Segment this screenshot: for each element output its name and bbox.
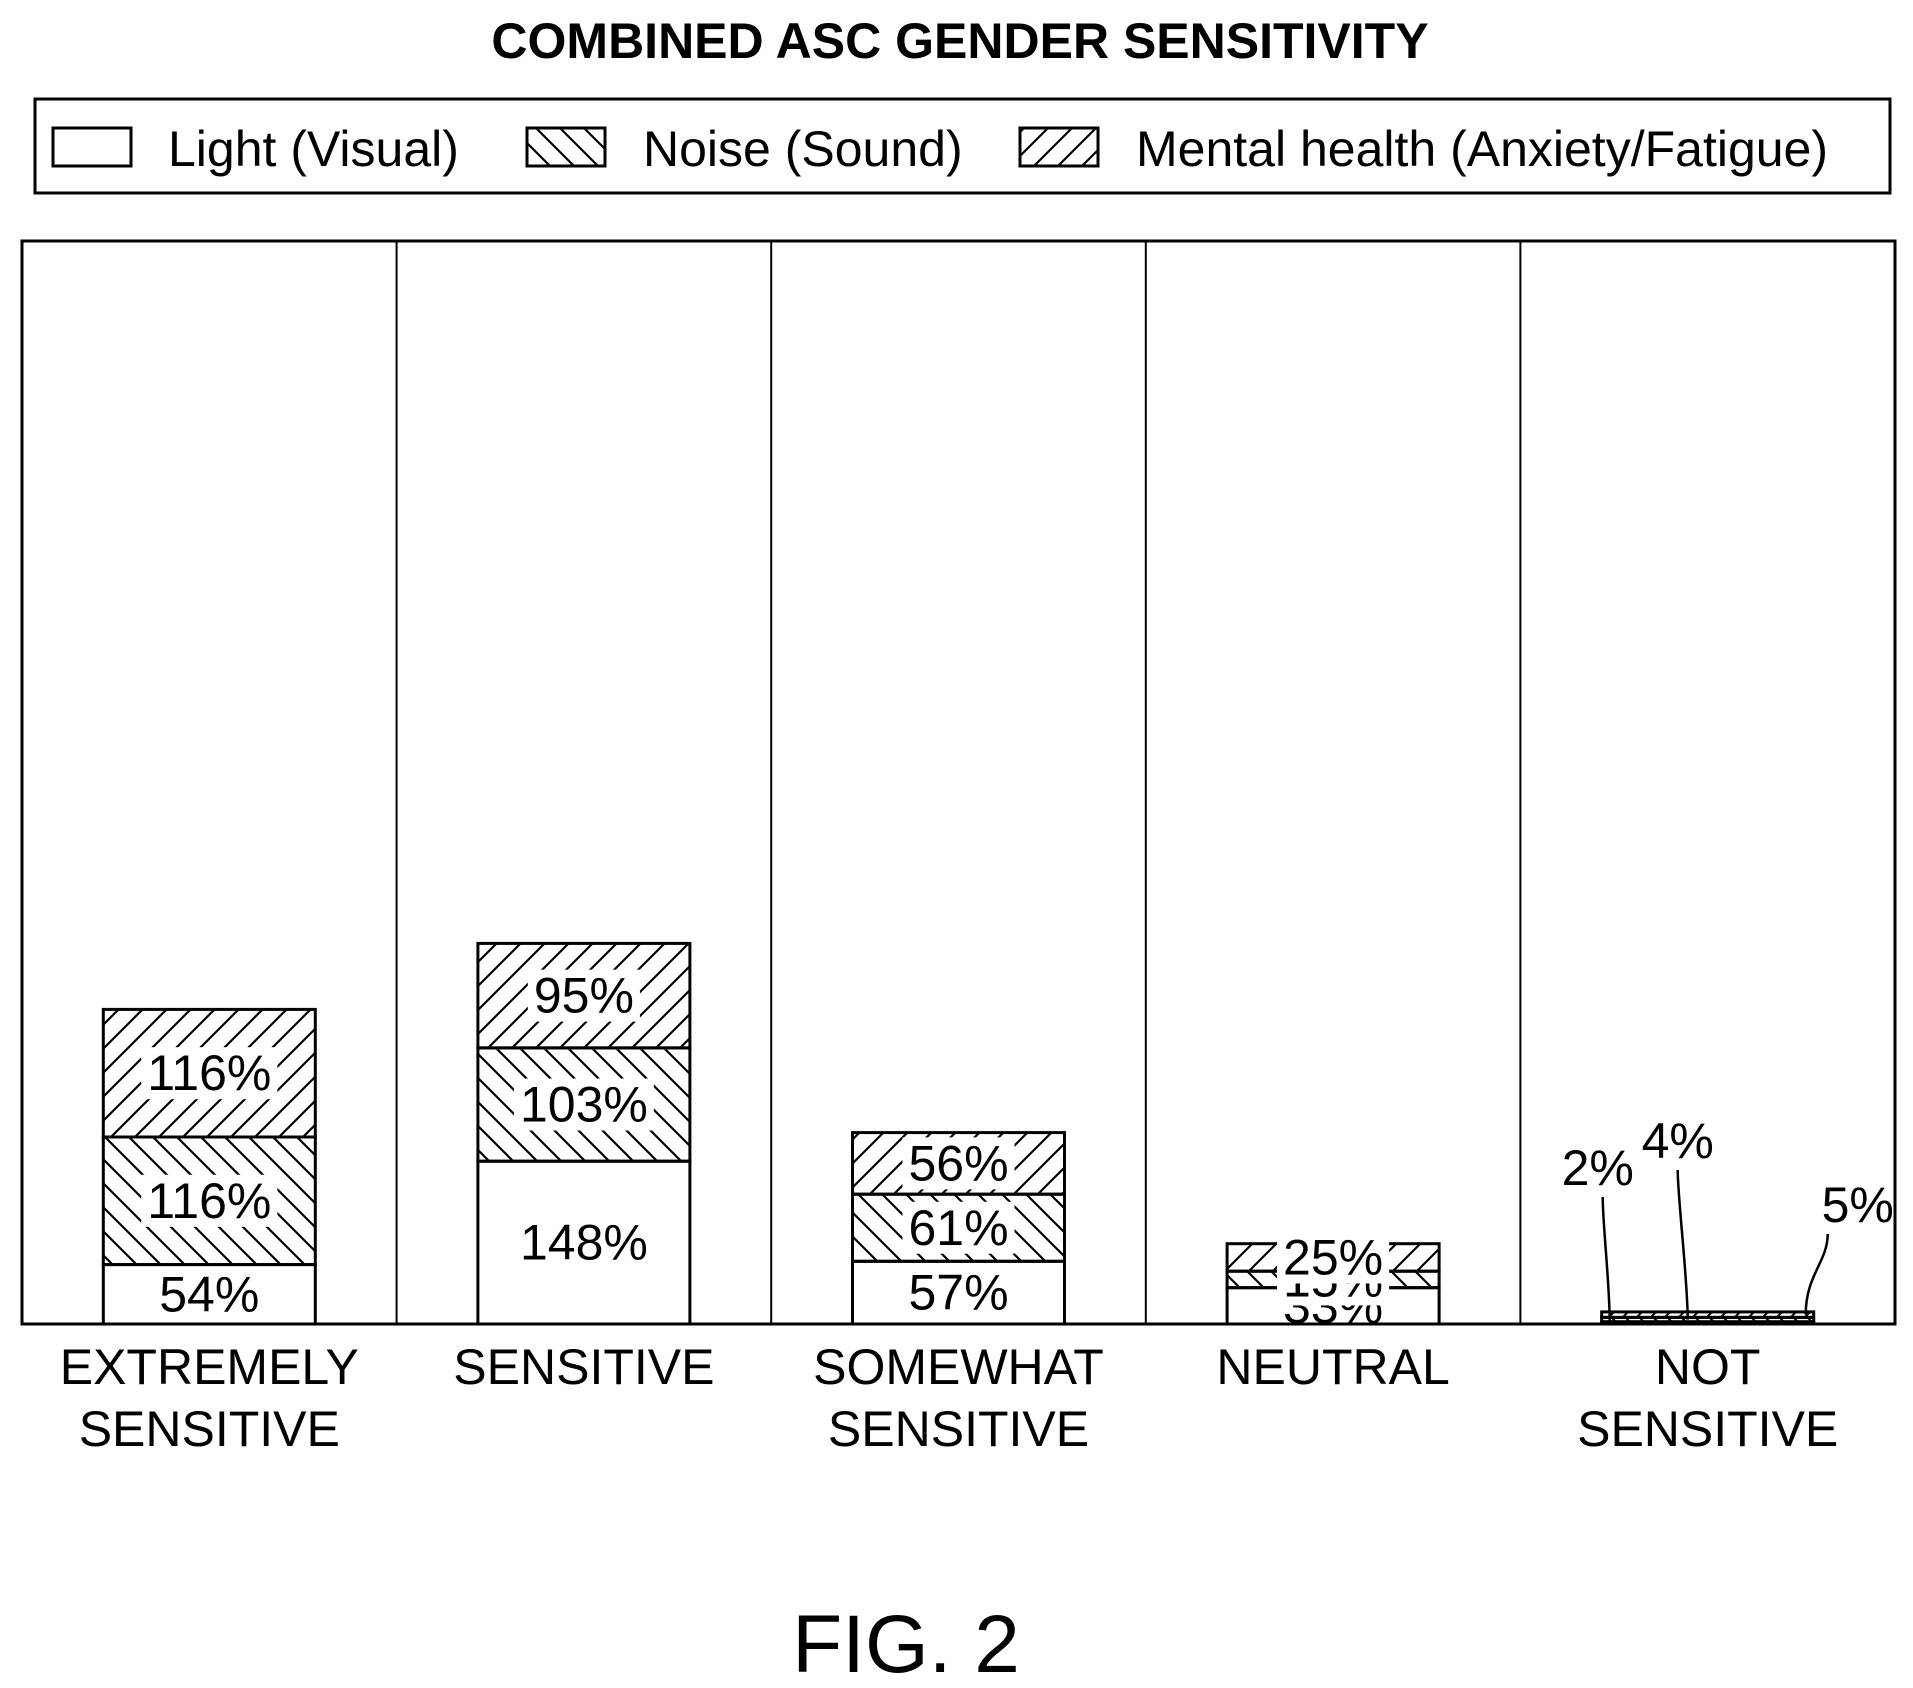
category-label: SENSITIVE — [1577, 1401, 1838, 1457]
data-label-noise: 4% — [1642, 1113, 1714, 1169]
data-label-mental: 116% — [147, 1045, 271, 1101]
bar-segment-light — [476, 1159, 692, 1326]
data-label-mental: 95% — [534, 968, 634, 1024]
data-label-background — [527, 969, 640, 1022]
bars-group: 54%116%116%148%103%95%57%61%56%33%15%25%… — [101, 941, 1894, 1334]
data-label-noise: 103% — [520, 1077, 648, 1133]
data-label-light: 57% — [908, 1265, 1008, 1321]
bar-segment-light — [851, 1259, 1066, 1326]
column-dividers — [395, 241, 1522, 1324]
data-label-light: 148% — [520, 1215, 648, 1271]
category-label: NOT — [1655, 1339, 1761, 1395]
legend-label-light: Light (Visual) — [168, 121, 459, 177]
data-label-background — [141, 1047, 278, 1100]
callout-leader-noise — [1676, 1169, 1689, 1320]
legend-box — [33, 97, 1892, 195]
category-label: NEUTRAL — [1216, 1339, 1449, 1395]
chart-title: COMBINED ASC GENDER SENSITIVITY — [491, 13, 1428, 69]
legend-entry-noise: Noise (Sound) — [525, 121, 963, 177]
data-label-background — [1277, 1231, 1390, 1284]
data-label-background — [513, 1078, 654, 1131]
legend-swatch-noise — [525, 126, 607, 168]
callout-leader-mental — [1804, 1233, 1829, 1315]
data-label-light: 54% — [159, 1266, 259, 1322]
callout-leader-light — [1601, 1196, 1611, 1323]
legend-entry-mental: Mental health (Anxiety/Fatigue) — [1018, 121, 1828, 177]
data-label-noise: 61% — [908, 1200, 1008, 1256]
data-label-mental: 5% — [1822, 1177, 1894, 1233]
data-label-background — [141, 1174, 278, 1227]
category-label: SENSITIVE — [453, 1339, 714, 1395]
legend-label-mental: Mental health (Anxiety/Fatigue) — [1136, 121, 1828, 177]
data-label-background — [902, 1137, 1015, 1190]
legend-swatch-light — [51, 126, 133, 168]
category-label: SENSITIVE — [828, 1401, 1089, 1457]
category-label: SENSITIVE — [79, 1401, 340, 1457]
legend-label-noise: Noise (Sound) — [643, 121, 963, 177]
bar-segment-light — [101, 1263, 317, 1326]
category-labels: EXTREMELY SENSITIVE SENSITIVE SOMEWHAT SENSI… — [60, 1339, 1839, 1457]
category-label: SOMEWHAT — [813, 1339, 1104, 1395]
data-label-noise: 116% — [147, 1173, 271, 1229]
category-label: EXTREMELY — [60, 1339, 359, 1395]
legend-entry-light: Light (Visual) — [51, 121, 459, 177]
data-label-mental: 56% — [908, 1135, 1008, 1191]
figure-label: FIG. 2 — [792, 1599, 1020, 1688]
data-label-background — [902, 1201, 1015, 1254]
bar-segment-mental — [1600, 1310, 1816, 1319]
data-label-mental: 25% — [1283, 1229, 1383, 1285]
legend-swatch-mental — [1018, 126, 1100, 168]
data-label-light: 2% — [1562, 1140, 1634, 1196]
